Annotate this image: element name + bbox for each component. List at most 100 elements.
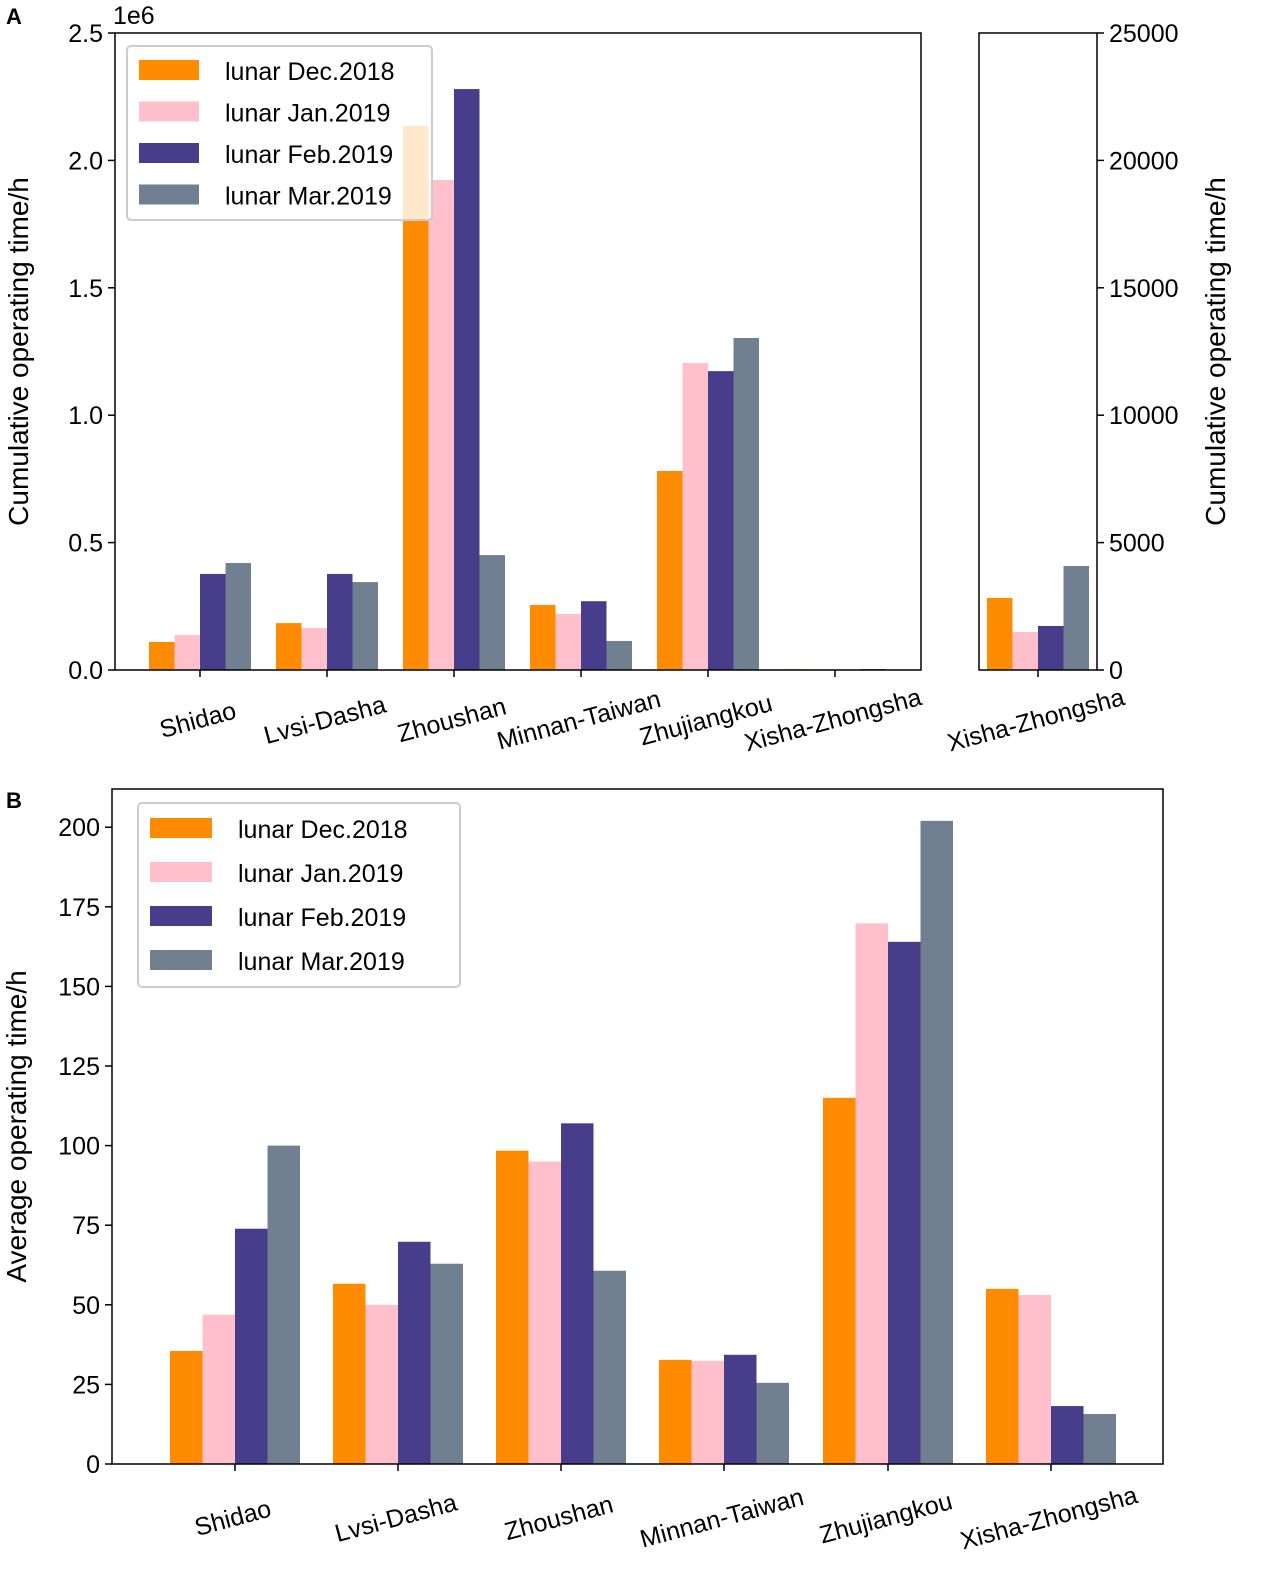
x-tick-label: Zhoushan: [502, 1490, 617, 1546]
y-tick-label: 2.5: [68, 20, 103, 48]
y-tick-label: 0: [1109, 657, 1123, 685]
legend-label: lunar Mar.2019: [238, 948, 405, 976]
x-tick-label: Shidao: [192, 1495, 274, 1542]
x-tick-label: Xisha-Zhongsha: [944, 683, 1127, 757]
bar-A-Minnan-Taiwan-1: [555, 613, 581, 670]
panel-label-a: A: [6, 4, 22, 29]
bar-B-Shidao-2: [235, 1228, 268, 1464]
offset-label: 1e6: [113, 2, 155, 30]
bar-A-Zhoushan-1: [428, 180, 454, 671]
y-tick-label: 25000: [1109, 20, 1179, 48]
bar-A-Zhujiangkou-3: [733, 337, 759, 670]
bar-A-Lvsi-Dasha-1: [301, 627, 327, 670]
bar-A-Lvsi-Dasha-0: [276, 623, 302, 670]
legend-swatch: [139, 143, 199, 163]
y-tick-label: 150: [58, 973, 100, 1001]
bar-B-Xisha-Zhongsha-3: [1083, 1414, 1116, 1464]
axes-frame: [111, 788, 1164, 1465]
bar-A-Shidao-0: [149, 641, 175, 670]
legend-swatch: [150, 818, 212, 838]
bar-A-Shidao-2: [200, 573, 226, 670]
y-axis-label: Cumulative operating time/h: [3, 177, 34, 526]
bar-A-inset-Xisha-Zhongsha-1: [1012, 632, 1038, 670]
y-tick-label: 15000: [1109, 275, 1179, 303]
bar-B-Zhoushan-1: [528, 1161, 561, 1464]
y-tick-label: 20000: [1109, 147, 1179, 175]
bar-B-Xisha-Zhongsha-2: [1051, 1406, 1084, 1464]
bar-B-Lvsi-Dasha-0: [333, 1283, 366, 1464]
bar-B-Minnan-Taiwan-1: [691, 1360, 724, 1464]
bar-A-Minnan-Taiwan-0: [530, 605, 556, 670]
bar-B-Xisha-Zhongsha-0: [986, 1288, 1019, 1464]
y-tick-label: 0.0: [68, 657, 103, 685]
legend-label: lunar Feb.2019: [225, 141, 393, 169]
y-tick-label: 125: [58, 1053, 100, 1081]
legend-swatch: [139, 184, 199, 205]
bar-A-inset-Xisha-Zhongsha-2: [1038, 625, 1064, 670]
legend-swatch: [139, 60, 199, 80]
y-tick-label: 5000: [1109, 530, 1165, 558]
legend-label: lunar Jan.2019: [238, 860, 403, 888]
bar-B-Zhoushan-0: [496, 1150, 529, 1464]
bar-B-Shidao-0: [170, 1350, 203, 1464]
bar-B-Zhujiangkou-0: [823, 1097, 856, 1464]
bar-B-Shidao-1: [202, 1314, 235, 1464]
bar-A-inset-Xisha-Zhongsha-3: [1063, 565, 1089, 670]
axes-frame: [114, 32, 922, 671]
x-tick-label: Minnan-Taiwan: [494, 685, 664, 756]
bar-A-Minnan-Taiwan-2: [581, 601, 607, 670]
bar-A-Zhujiangkou-2: [708, 371, 734, 670]
bar-B-Lvsi-Dasha-3: [430, 1263, 463, 1464]
x-tick-label: Zhoushan: [395, 692, 510, 748]
y-axis-label: Average operating time/h: [1, 970, 32, 1282]
bar-B-Zhoushan-3: [593, 1270, 626, 1464]
y-tick-label: 175: [58, 894, 100, 922]
legend-swatch: [150, 906, 212, 926]
bar-A-Shidao-1: [174, 635, 200, 670]
legend-label: lunar Dec.2018: [225, 58, 395, 86]
bar-A-Lvsi-Dasha-3: [352, 582, 378, 670]
bar-B-Zhujiangkou-2: [888, 941, 921, 1464]
legend: [137, 802, 461, 988]
bar-A-Zhoushan-2: [454, 89, 480, 670]
y-tick-label: 100: [58, 1133, 100, 1161]
y-tick-label: 0: [86, 1451, 100, 1479]
legend-swatch: [139, 101, 199, 122]
x-tick-label: Lvsi-Dasha: [261, 691, 389, 750]
bar-A-Zhujiangkou-0: [657, 471, 683, 670]
bar-B-Minnan-Taiwan-2: [724, 1354, 757, 1464]
y-tick-label: 25: [72, 1371, 100, 1399]
y-tick-label: 1.0: [68, 402, 103, 430]
legend-label: lunar Jan.2019: [225, 100, 390, 128]
x-tick-label: Zhujiangkou: [817, 1487, 956, 1549]
axes-frame: [978, 32, 1098, 671]
y-tick-label: 75: [72, 1212, 100, 1240]
bar-B-Minnan-Taiwan-3: [756, 1382, 789, 1464]
x-tick-label: Shidao: [157, 697, 239, 744]
legend: [126, 45, 433, 221]
bar-A-Zhoushan-3: [479, 555, 505, 670]
legend-swatch: [150, 862, 212, 882]
x-tick-label: Lvsi-Dasha: [332, 1489, 460, 1548]
bar-A-Zhujiangkou-1: [682, 362, 708, 670]
legend-swatch: [150, 950, 212, 970]
legend-label: lunar Feb.2019: [238, 904, 406, 932]
bar-B-Zhoushan-2: [561, 1123, 594, 1464]
bar-B-Zhujiangkou-3: [920, 820, 953, 1464]
legend-label: lunar Dec.2018: [238, 816, 408, 844]
y-tick-label: 2.0: [68, 147, 103, 175]
y-tick-label: 50: [72, 1292, 100, 1320]
y-tick-label: 10000: [1109, 402, 1179, 430]
legend-label: lunar Mar.2019: [225, 183, 392, 211]
y-axis-label: Cumulative operating time/h: [1200, 177, 1231, 526]
bar-B-Lvsi-Dasha-1: [365, 1304, 398, 1464]
bar-B-Lvsi-Dasha-2: [398, 1241, 431, 1464]
y-tick-label: 200: [58, 814, 100, 842]
x-tick-label: Minnan-Taiwan: [637, 1483, 807, 1554]
bar-B-Minnan-Taiwan-0: [659, 1359, 692, 1464]
y-tick-label: 0.5: [68, 530, 103, 558]
panel-label-b: B: [6, 788, 22, 813]
bar-B-Shidao-3: [267, 1145, 300, 1464]
bar-B-Zhujiangkou-1: [855, 923, 888, 1464]
